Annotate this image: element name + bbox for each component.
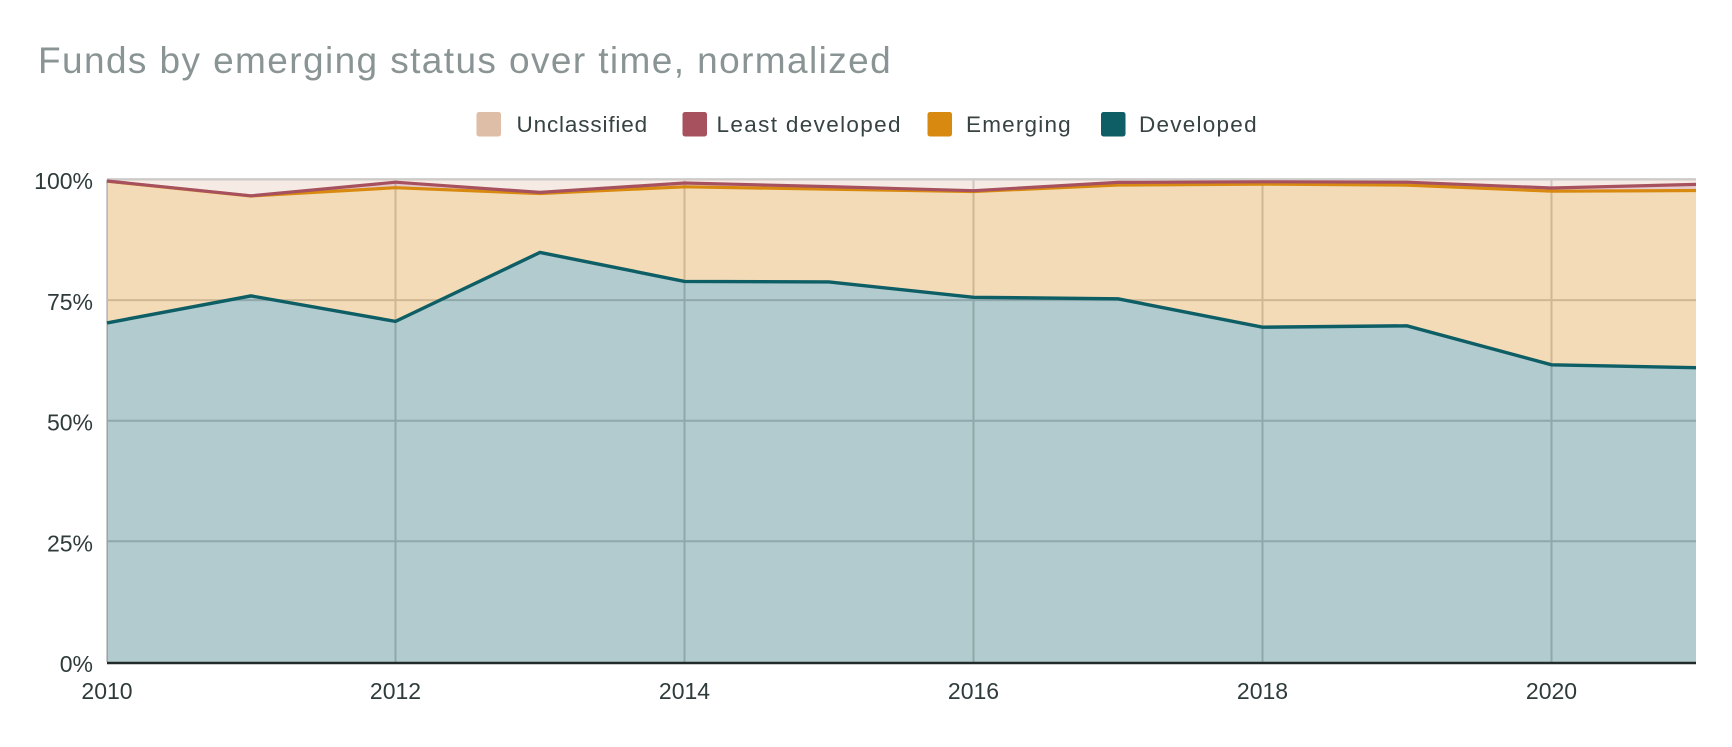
svg-text:2016: 2016 (948, 678, 999, 704)
svg-text:100%: 100% (34, 168, 93, 194)
svg-text:Emerging: Emerging (966, 112, 1072, 137)
svg-text:2020: 2020 (1526, 678, 1577, 704)
svg-text:2018: 2018 (1237, 678, 1288, 704)
svg-text:2014: 2014 (659, 678, 710, 704)
svg-text:Developed: Developed (1139, 112, 1258, 137)
svg-text:2012: 2012 (370, 678, 421, 704)
svg-text:Funds by emerging status over: Funds by emerging status over time, norm… (38, 40, 892, 81)
svg-text:50%: 50% (47, 410, 93, 436)
svg-text:0%: 0% (60, 651, 93, 677)
svg-text:25%: 25% (47, 530, 93, 556)
svg-text:Least developed: Least developed (717, 112, 902, 137)
svg-text:2010: 2010 (81, 678, 132, 704)
svg-text:75%: 75% (47, 289, 93, 315)
svg-text:Unclassified: Unclassified (517, 112, 649, 137)
